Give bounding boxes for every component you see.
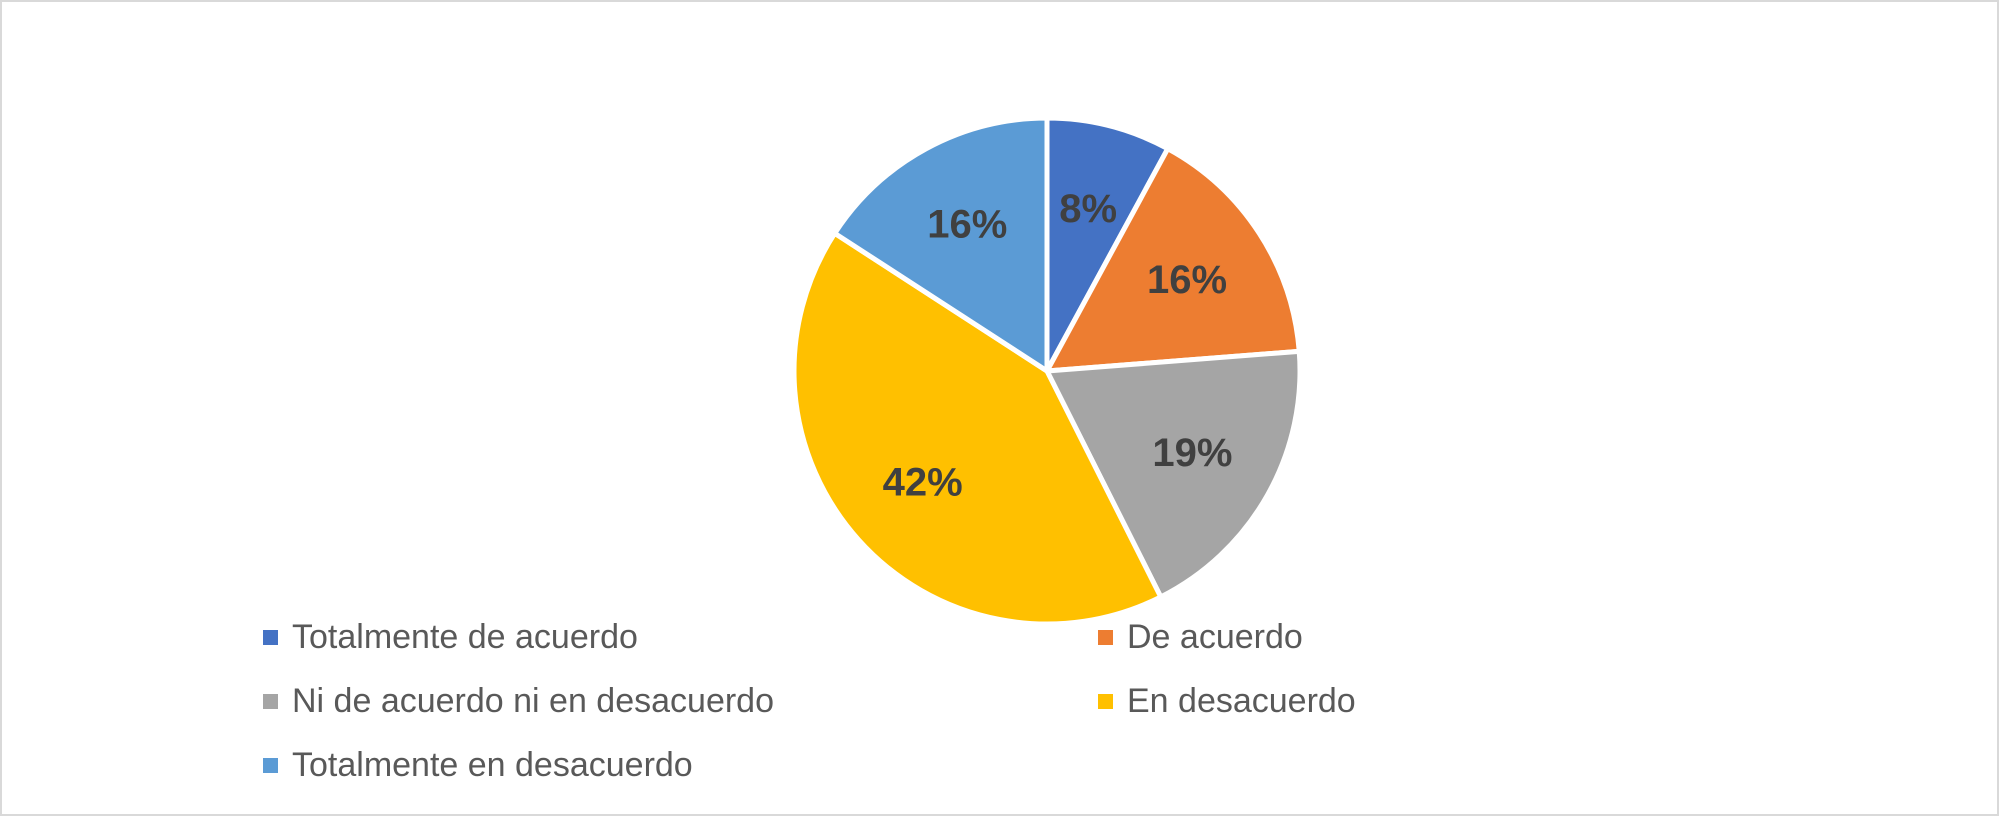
pie-slice-de-acuerdo (1042, 145, 1302, 374)
legend-swatch (263, 693, 278, 709)
data-label-totalmente-en-desacuerdo: 16% (927, 202, 1007, 246)
pie-slice-ni-de-acuerdo-ni-en-desacuerdo (1043, 348, 1303, 601)
pie-data-labels: 8% 16% 19% 42% 16% (883, 187, 1233, 504)
legend-label: Totalmente en desacuerdo (292, 745, 693, 784)
legend-item-en-desacuerdo: En desacuerdo (1098, 679, 1356, 723)
legend-swatch (263, 757, 278, 773)
legend-swatch (1098, 629, 1113, 645)
data-label-de-acuerdo: 16% (1147, 258, 1227, 302)
legend-label: Totalmente de acuerdo (292, 617, 638, 656)
pie-slices (791, 115, 1303, 627)
legend-item-totalmente-de-acuerdo: Totalmente de acuerdo (263, 615, 638, 659)
legend-item-totalmente-en-desacuerdo: Totalmente en desacuerdo (263, 743, 693, 787)
legend-item-de-acuerdo: De acuerdo (1098, 615, 1303, 659)
legend-item-ni-de-acuerdo-ni-en-desacuerdo: Ni de acuerdo ni en desacuerdo (263, 679, 774, 723)
data-label-ni-de-acuerdo-ni-en-desacuerdo: 19% (1152, 431, 1232, 475)
legend-label: En desacuerdo (1127, 681, 1356, 720)
legend-label: De acuerdo (1127, 617, 1303, 656)
pie-slice-totalmente-de-acuerdo (1044, 115, 1172, 373)
data-label-en-desacuerdo: 42% (883, 460, 963, 504)
pie-slice-en-desacuerdo (791, 229, 1165, 627)
legend-swatch (1098, 693, 1113, 709)
legend-label: Ni de acuerdo ni en desacuerdo (292, 681, 774, 720)
legend-swatch (263, 629, 278, 645)
pie-slice-totalmente-en-desacuerdo (831, 115, 1050, 376)
data-label-totalmente-de-acuerdo: 8% (1059, 187, 1117, 231)
